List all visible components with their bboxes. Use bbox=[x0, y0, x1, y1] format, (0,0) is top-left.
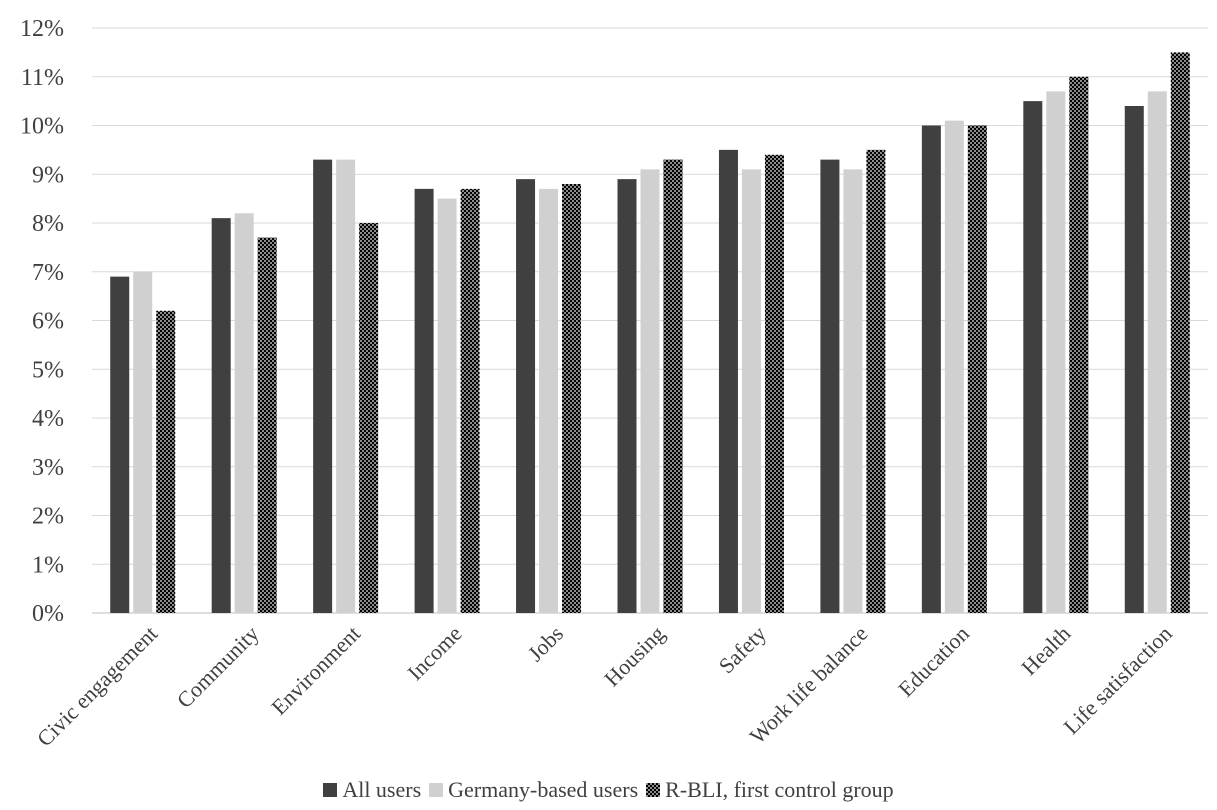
y-tick-label: 2% bbox=[32, 504, 64, 530]
y-tick-label: 9% bbox=[32, 162, 64, 188]
x-tick-label-education: Education bbox=[893, 621, 974, 702]
x-tick-label-community: Community bbox=[172, 621, 264, 713]
bar-germany-based-users-education bbox=[944, 120, 964, 613]
bar-germany-based-users-income bbox=[437, 198, 457, 613]
bar-all-users-environment bbox=[313, 159, 333, 613]
bars bbox=[110, 52, 1190, 613]
x-tick-label-life-satisfaction: Life satisfaction bbox=[1058, 621, 1176, 739]
legend-label-germany-based-users: Germany-based users bbox=[448, 777, 639, 802]
x-axis-tick-labels: Civic engagement Community Environment Inco… bbox=[32, 621, 1177, 751]
x-tick-label-jobs: Jobs bbox=[523, 621, 568, 666]
y-tick-label: 0% bbox=[32, 601, 64, 627]
bar-r-bli-first-control-group-jobs bbox=[562, 184, 582, 613]
legend: All users Germany-based users R-BLI, fir… bbox=[0, 775, 1217, 805]
legend-item-r-bli: R-BLI, first control group bbox=[646, 777, 894, 803]
bar-all-users-housing bbox=[617, 179, 637, 613]
bar-r-bli-first-control-group-environment bbox=[359, 223, 379, 613]
y-axis-tick-labels: 0% 1% 2% 3% 4% 5% 6% 7% 8% 9% 10% 11% 12% bbox=[20, 16, 64, 627]
y-tick-label: 4% bbox=[32, 406, 64, 432]
bar-germany-based-users-jobs bbox=[539, 188, 559, 613]
y-tick-label: 11% bbox=[21, 65, 64, 91]
y-tick-label: 7% bbox=[32, 260, 64, 286]
bar-all-users-health bbox=[1023, 101, 1043, 613]
bar-r-bli-first-control-group-income bbox=[460, 188, 480, 613]
y-tick-label: 1% bbox=[32, 552, 64, 578]
bar-r-bli-first-control-group-civic-engagement bbox=[156, 310, 176, 613]
bar-all-users-civic-engagement bbox=[110, 276, 130, 613]
x-tick-label-health: Health bbox=[1016, 621, 1075, 680]
legend-label-all-users: All users bbox=[342, 777, 422, 802]
legend-item-germany-based-users: Germany-based users bbox=[429, 777, 638, 803]
y-tick-label: 3% bbox=[32, 455, 64, 481]
legend-swatch-r-bli bbox=[646, 783, 661, 797]
chart-svg: 0% 1% 2% 3% 4% 5% 6% 7% 8% 9% 10% 11% 12% Civic enga… bbox=[20, 16, 1208, 751]
bar-all-users-education bbox=[921, 125, 941, 613]
x-tick-label-housing: Housing bbox=[599, 621, 669, 691]
bar-germany-based-users-civic-engagement bbox=[133, 271, 153, 613]
legend-label-r-bli: R-BLI, first control group bbox=[665, 777, 894, 802]
legend-item-all-users: All users bbox=[323, 777, 421, 803]
bar-germany-based-users-life-satisfaction bbox=[1147, 91, 1167, 613]
bar-germany-based-users-safety bbox=[741, 169, 761, 613]
x-tick-label-income: Income bbox=[402, 621, 466, 685]
bar-germany-based-users-health bbox=[1046, 91, 1066, 613]
bar-r-bli-first-control-group-education bbox=[967, 125, 987, 613]
x-tick-label-safety: Safety bbox=[714, 621, 771, 678]
bar-r-bli-first-control-group-housing bbox=[663, 159, 683, 613]
bar-germany-based-users-housing bbox=[640, 169, 660, 613]
y-tick-label: 12% bbox=[20, 16, 64, 42]
bar-all-users-safety bbox=[718, 149, 738, 613]
bar-r-bli-first-control-group-safety bbox=[764, 154, 784, 613]
y-tick-label: 5% bbox=[32, 357, 64, 383]
y-tick-label: 10% bbox=[20, 114, 64, 140]
bar-all-users-work-life-balance bbox=[820, 159, 840, 613]
bar-all-users-community bbox=[211, 218, 231, 613]
legend-swatch-germany-based-users bbox=[429, 783, 444, 797]
bar-germany-based-users-community bbox=[234, 213, 254, 613]
bar-all-users-income bbox=[414, 188, 434, 613]
legend-swatch-all-users bbox=[323, 783, 338, 797]
x-tick-label-civic-engagement: Civic engagement bbox=[32, 621, 162, 751]
y-tick-label: 6% bbox=[32, 309, 64, 335]
bar-all-users-life-satisfaction bbox=[1124, 106, 1144, 613]
y-tick-label: 8% bbox=[32, 211, 64, 237]
bar-germany-based-users-work-life-balance bbox=[843, 169, 863, 613]
bar-r-bli-first-control-group-life-satisfaction bbox=[1170, 52, 1190, 613]
x-tick-label-environment: Environment bbox=[266, 621, 365, 720]
bar-all-users-jobs bbox=[516, 179, 536, 613]
bar-r-bli-first-control-group-health bbox=[1069, 76, 1089, 613]
bar-r-bli-first-control-group-community bbox=[257, 237, 277, 613]
bar-germany-based-users-environment bbox=[336, 159, 356, 613]
bar-r-bli-first-control-group-work-life-balance bbox=[866, 149, 886, 613]
